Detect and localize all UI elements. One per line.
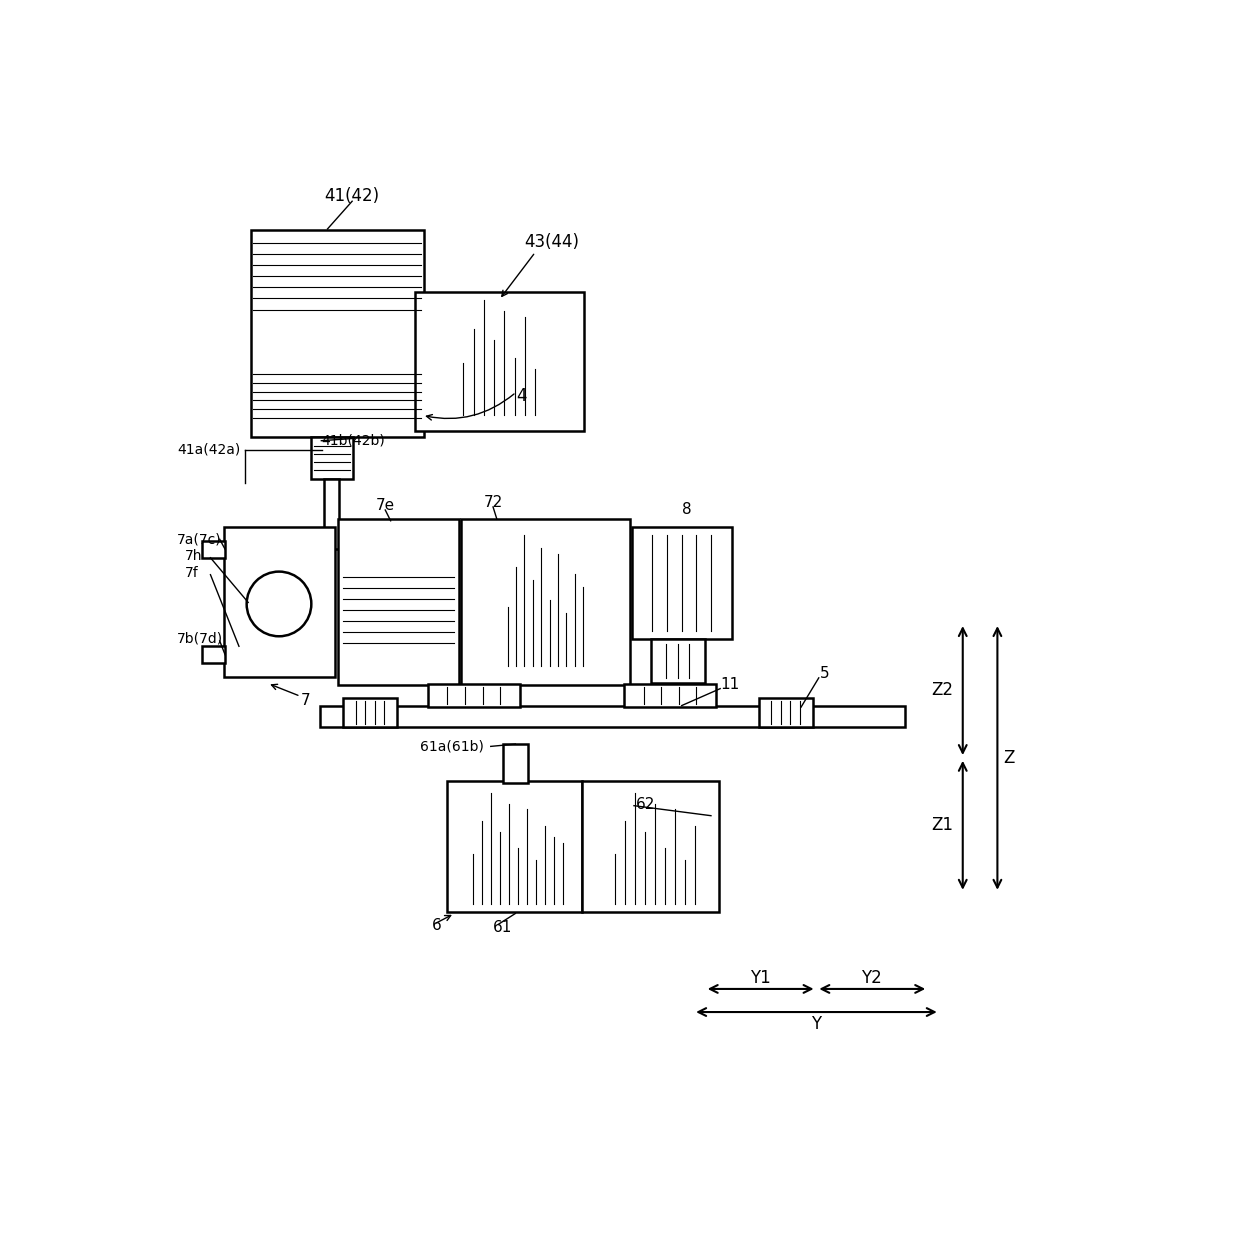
Bar — [250, 231, 424, 436]
Bar — [461, 519, 630, 685]
Text: Y2: Y2 — [862, 969, 883, 988]
Text: 61: 61 — [494, 920, 512, 935]
Text: 41a(42a): 41a(42a) — [177, 443, 241, 456]
Bar — [337, 519, 459, 685]
Text: 7b(7d): 7b(7d) — [177, 631, 223, 646]
Bar — [759, 698, 812, 727]
Text: 7: 7 — [300, 692, 310, 708]
Text: 7e: 7e — [376, 498, 394, 513]
Bar — [202, 541, 226, 557]
Text: 6: 6 — [432, 918, 441, 933]
Bar — [503, 744, 528, 783]
Text: 41(42): 41(42) — [325, 187, 379, 205]
Bar — [223, 527, 335, 677]
Bar — [414, 292, 584, 430]
Text: 41b(42b): 41b(42b) — [321, 434, 386, 448]
Text: Z1: Z1 — [931, 816, 954, 834]
Bar — [343, 698, 397, 727]
Bar — [446, 781, 582, 912]
Text: 43(44): 43(44) — [523, 233, 579, 251]
Bar — [631, 527, 732, 638]
Text: 7h: 7h — [185, 549, 202, 564]
Text: 5: 5 — [821, 666, 830, 681]
Text: 7f: 7f — [185, 566, 198, 580]
Text: 7a(7c): 7a(7c) — [177, 532, 222, 546]
Text: 11: 11 — [720, 677, 739, 692]
Bar — [202, 646, 226, 663]
Bar — [651, 638, 704, 683]
Text: 4: 4 — [516, 387, 527, 405]
Text: 62: 62 — [635, 797, 655, 812]
Bar — [582, 781, 719, 912]
Text: Y1: Y1 — [750, 969, 770, 988]
Bar — [320, 706, 905, 727]
Text: Y: Y — [811, 1015, 822, 1034]
Text: 61a(61b): 61a(61b) — [420, 739, 484, 753]
Text: Z2: Z2 — [931, 681, 954, 700]
Bar — [310, 436, 353, 479]
Bar — [428, 685, 520, 707]
Text: Z: Z — [1003, 749, 1014, 767]
Bar — [624, 685, 717, 707]
Bar — [324, 479, 339, 549]
Text: 8: 8 — [682, 503, 692, 518]
Text: 72: 72 — [484, 495, 502, 510]
